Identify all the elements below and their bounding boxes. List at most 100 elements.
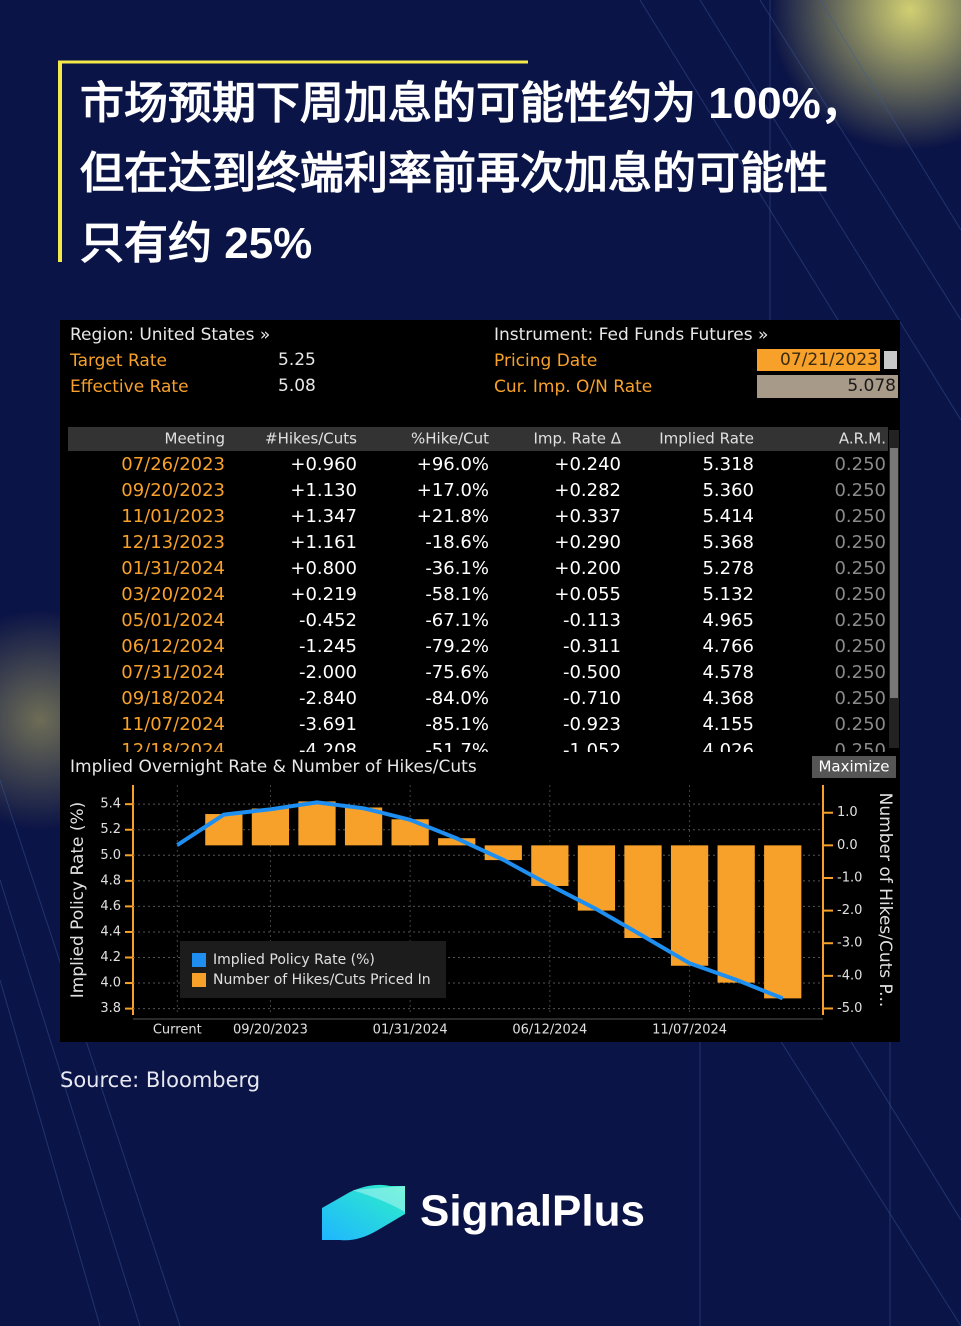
field-label: Effective Rate xyxy=(70,377,189,397)
table-cell: 07/26/2023 xyxy=(121,454,225,475)
table-cell: -85.1% xyxy=(425,714,489,735)
table-cell: -1.052 xyxy=(563,740,621,761)
table-cell: 4.766 xyxy=(702,636,754,657)
table-cell: +0.200 xyxy=(554,558,621,579)
table-cell: 07/31/2024 xyxy=(121,662,225,683)
field-value: 5.08 xyxy=(278,376,316,396)
table-cell: +0.282 xyxy=(554,480,621,501)
table-cell: +0.055 xyxy=(554,584,621,605)
y2-tick-label: 1.0 xyxy=(837,805,858,820)
table-cell: -2.000 xyxy=(299,662,357,683)
y2-tick-label: -4.0 xyxy=(837,968,862,983)
table-cell: +0.290 xyxy=(554,532,621,553)
date-input[interactable] xyxy=(757,349,880,371)
y-tick-label: 4.0 xyxy=(100,976,121,991)
table-cell: 0.250 xyxy=(834,636,886,657)
line xyxy=(176,800,784,1001)
y-tick-label: 5.2 xyxy=(100,822,121,837)
table-cell: -51.7% xyxy=(425,740,489,761)
y2-tick-label: 0.0 xyxy=(837,838,858,853)
region[interactable]: Region: United States » xyxy=(70,325,270,345)
table-cell: 4.026 xyxy=(702,740,754,761)
field-label: Pricing Date xyxy=(494,351,597,371)
legend-label: Number of Hikes/Cuts Priced In xyxy=(213,972,431,988)
table-cell: -84.0% xyxy=(425,688,489,709)
y-tick-label: 4.6 xyxy=(100,899,121,914)
legend-swatch xyxy=(192,973,206,987)
column-header: Meeting xyxy=(165,430,225,448)
table-cell: -2.840 xyxy=(299,688,357,709)
table-cell: 0.250 xyxy=(834,454,886,475)
field-value: 5.25 xyxy=(278,350,316,370)
instrument[interactable]: Instrument: Fed Funds Futures » xyxy=(494,325,768,345)
table-cell: +96.0% xyxy=(417,454,489,475)
glow xyxy=(770,0,961,150)
y2-tick-label: -5.0 xyxy=(837,1001,862,1016)
table-cell: 4.578 xyxy=(702,662,754,683)
logo-shape xyxy=(322,1184,405,1241)
table-cell: 09/18/2024 xyxy=(121,688,225,709)
table-cell: 03/20/2024 xyxy=(121,584,225,605)
table-cell: 0.250 xyxy=(834,584,886,605)
source: Source: Bloomberg xyxy=(60,1068,260,1092)
table-cell: 0.250 xyxy=(834,610,886,631)
y-tick-label: 5.4 xyxy=(100,797,121,812)
table-cell: -0.113 xyxy=(563,610,621,631)
y2-axis-label: Number of Hikes/Cuts P... xyxy=(875,793,895,1008)
maximize-label[interactable]: Maximize xyxy=(818,758,889,776)
bar xyxy=(577,845,616,911)
table-cell: 09/20/2023 xyxy=(121,480,225,501)
table-cell: -58.1% xyxy=(425,584,489,605)
table-cell: +1.347 xyxy=(290,506,357,527)
table-cell: 4.368 xyxy=(702,688,754,709)
column-header: Imp. Rate Δ xyxy=(533,430,621,448)
bar xyxy=(670,845,709,966)
table-header xyxy=(68,427,888,451)
chart-title: Implied Overnight Rate & Number of Hikes… xyxy=(70,757,477,777)
calendar-button[interactable] xyxy=(884,351,897,369)
table-cell: 12/18/2024 xyxy=(121,740,225,761)
table-cell: 0.250 xyxy=(834,714,886,735)
table-cell: 5.132 xyxy=(702,584,754,605)
table-cell: 4.155 xyxy=(702,714,754,735)
table-cell: 4.965 xyxy=(702,610,754,631)
table-cell: 5.278 xyxy=(702,558,754,579)
y2-tick-label: -1.0 xyxy=(837,870,862,885)
maximize-button[interactable] xyxy=(812,756,896,778)
title-line: 但在达到终端利率前再次加息的可能性 xyxy=(80,149,828,198)
legend-swatch xyxy=(192,953,206,967)
x-tick-label: 11/07/2024 xyxy=(652,1023,727,1038)
table-cell: -36.1% xyxy=(425,558,489,579)
legend-box xyxy=(180,941,446,998)
field-value[interactable]: 07/21/2023 xyxy=(780,350,878,370)
table-cell: -75.6% xyxy=(425,662,489,683)
table-cell: +0.337 xyxy=(554,506,621,527)
table-cell: -0.710 xyxy=(563,688,621,709)
y2-tick-label: -3.0 xyxy=(837,936,862,951)
bar xyxy=(717,845,755,983)
table-cell: 12/13/2023 xyxy=(121,532,225,553)
bar xyxy=(344,807,383,846)
table-cell: 0.250 xyxy=(834,558,886,579)
table-cell: 06/12/2024 xyxy=(121,636,225,657)
table-cell: 05/01/2024 xyxy=(121,610,225,631)
table-cell: 11/07/2024 xyxy=(121,714,225,735)
y-axis-label: Implied Policy Rate (%) xyxy=(68,802,88,999)
table-cell: -0.311 xyxy=(563,636,621,657)
table-cell: -0.500 xyxy=(563,662,621,683)
table-cell: 0.250 xyxy=(834,688,886,709)
table-cell: +21.8% xyxy=(417,506,489,527)
table-cell: -18.6% xyxy=(425,532,489,553)
table-cell: 5.318 xyxy=(702,454,754,475)
logo-icon xyxy=(322,1184,405,1241)
table-cell: -1.245 xyxy=(299,636,357,657)
y-tick-label: 4.2 xyxy=(100,950,121,965)
scroll-thumb[interactable] xyxy=(890,448,898,698)
y-tick-label: 3.8 xyxy=(100,1001,121,1016)
table-cell: +0.219 xyxy=(290,584,357,605)
x-tick-label: 09/20/2023 xyxy=(233,1023,308,1038)
bar xyxy=(438,838,476,846)
title-line: 市场预期下周加息的可能性约为 100%， xyxy=(80,79,865,128)
table-cell: +0.240 xyxy=(554,454,621,475)
y-tick-label: 4.8 xyxy=(100,873,121,888)
